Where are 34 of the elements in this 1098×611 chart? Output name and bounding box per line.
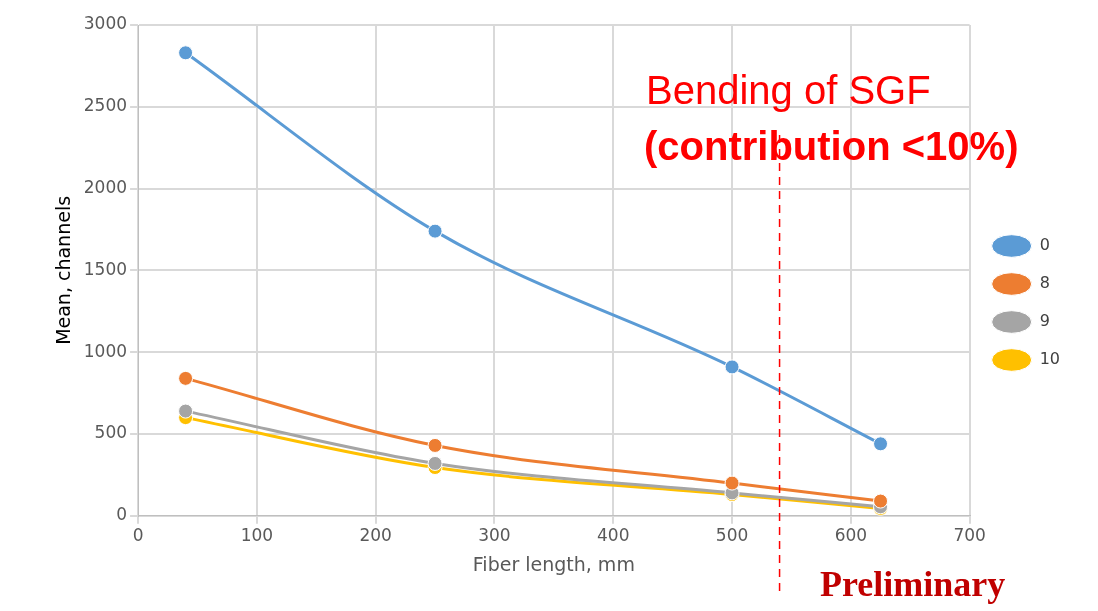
point — [427, 437, 443, 453]
point — [178, 403, 194, 419]
point — [178, 45, 194, 61]
x-axis-title: Fiber length, mm — [472, 552, 635, 575]
point — [427, 455, 443, 471]
y-axis-title: Mean, channels — [52, 195, 75, 345]
x-tick-label: 300 — [478, 525, 511, 546]
legend-label: 10 — [1039, 349, 1060, 369]
y-tick-label: 2000 — [83, 177, 128, 198]
legend-label: 0 — [1039, 235, 1050, 255]
x-tick-label: 200 — [359, 525, 392, 546]
y-tick-label: 2500 — [83, 95, 128, 116]
point — [178, 370, 194, 386]
y-tick-label: 0 — [116, 504, 128, 525]
y-tick-label: 1500 — [83, 258, 128, 279]
x-tick-label: 600 — [834, 525, 868, 546]
y-tick-label: 500 — [94, 422, 128, 443]
point — [724, 475, 740, 491]
legend-label: 8 — [1039, 273, 1050, 293]
y-tick-label: 3000 — [83, 13, 128, 34]
point — [873, 436, 889, 452]
annotation: Bending of SGF — [646, 68, 931, 112]
point — [873, 493, 889, 509]
point — [724, 359, 740, 375]
annotation: (contribution <10%) — [644, 124, 1019, 168]
x-tick-label: 500 — [715, 525, 749, 546]
legend-label: 9 — [1039, 311, 1050, 331]
y-tick-label: 1000 — [83, 340, 128, 361]
x-tick-label: 0 — [132, 525, 144, 546]
x-tick-label: 100 — [240, 525, 274, 546]
x-tick-label: 700 — [953, 525, 986, 546]
text: Preliminary — [820, 564, 1006, 604]
point — [427, 223, 443, 239]
x-tick-label: 400 — [597, 525, 630, 546]
